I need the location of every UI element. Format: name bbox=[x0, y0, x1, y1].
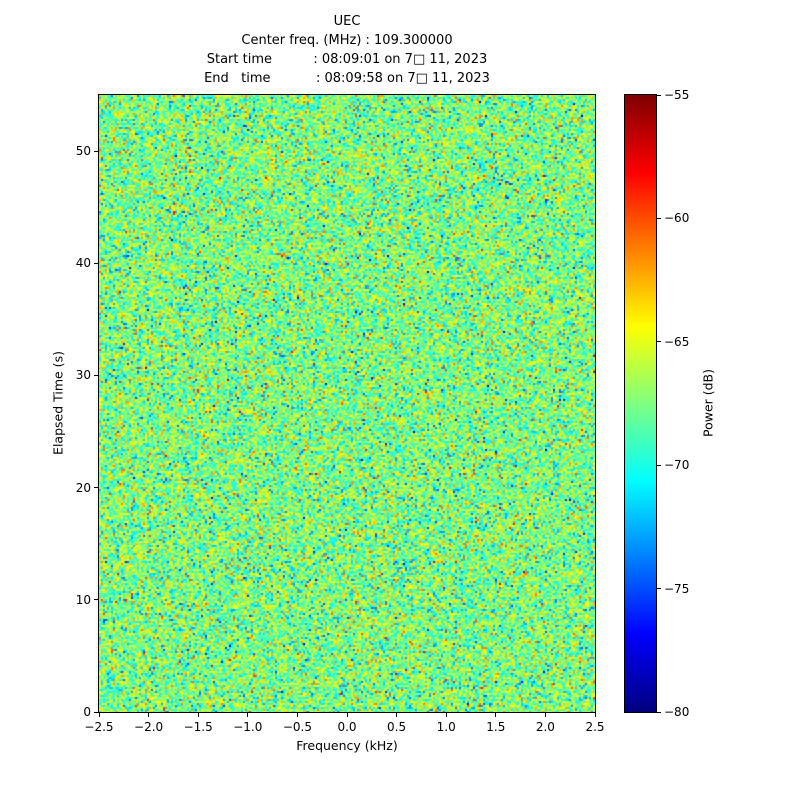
x-tick-mark bbox=[247, 713, 249, 717]
x-tick-mark bbox=[445, 713, 447, 717]
colorbar-canvas bbox=[625, 95, 656, 712]
colorbar-tick-mark bbox=[657, 341, 661, 343]
colorbar-tick-mark bbox=[657, 217, 661, 219]
colorbar-tick-mark bbox=[657, 94, 661, 96]
x-tick-label: 1.5 bbox=[486, 720, 506, 734]
y-tick-label: 10 bbox=[75, 592, 91, 607]
y-tick-label: 30 bbox=[75, 368, 91, 383]
x-tick-label: −2.0 bbox=[134, 720, 164, 734]
colorbar-tick-label: −55 bbox=[664, 88, 690, 102]
y-tick-mark bbox=[94, 487, 98, 489]
x-axis-label: Frequency (kHz) bbox=[296, 738, 398, 753]
header-line: End time : 08:09:58 on 7□ 11, 2023 bbox=[204, 71, 490, 86]
x-tick-mark bbox=[495, 713, 497, 717]
y-tick-mark bbox=[94, 599, 98, 601]
y-tick-label: 0 bbox=[83, 705, 91, 719]
x-tick-label: −0.5 bbox=[282, 720, 312, 734]
colorbar-tick-label: −80 bbox=[664, 705, 690, 719]
x-tick-label: 0.5 bbox=[387, 720, 407, 734]
chart-subtitle-block: Center freq. (MHz) : 109.300000 Start tim… bbox=[99, 31, 595, 88]
x-tick-label: 0.0 bbox=[337, 720, 357, 734]
chart-header: UEC Center freq. (MHz) : 109.300000 Start… bbox=[99, 12, 595, 88]
y-tick-label: 40 bbox=[75, 256, 91, 271]
y-tick-label: 50 bbox=[75, 144, 91, 159]
x-tick-label: 2.5 bbox=[585, 720, 605, 734]
colorbar-tick-mark bbox=[657, 588, 661, 590]
colorbar-tick-label: −60 bbox=[664, 211, 690, 226]
x-tick-mark bbox=[346, 713, 348, 717]
colorbar-tick-label: −75 bbox=[664, 581, 690, 596]
x-tick-label: 2.0 bbox=[535, 720, 555, 734]
x-tick-mark bbox=[396, 713, 398, 717]
y-tick-mark bbox=[94, 262, 98, 264]
colorbar-frame bbox=[624, 94, 657, 713]
x-tick-mark bbox=[197, 713, 199, 717]
colorbar-tick-mark bbox=[657, 711, 661, 713]
x-tick-mark bbox=[148, 713, 150, 717]
x-tick-mark bbox=[544, 713, 546, 717]
y-tick-mark bbox=[94, 150, 98, 152]
y-tick-mark bbox=[94, 374, 98, 376]
header-line: Center freq. (MHz) : 109.300000 bbox=[241, 33, 453, 48]
x-tick-mark bbox=[594, 713, 596, 717]
colorbar-label: Power (dB) bbox=[700, 368, 716, 438]
plot-frame bbox=[98, 94, 596, 713]
x-tick-label: −1.0 bbox=[233, 720, 263, 734]
y-axis-label: Elapsed Time (s) bbox=[50, 351, 66, 455]
colorbar-tick-label: −65 bbox=[664, 334, 690, 349]
colorbar-tick-label: −70 bbox=[664, 458, 690, 473]
x-tick-mark bbox=[98, 713, 100, 717]
x-tick-label: −1.5 bbox=[183, 720, 213, 734]
spectrogram-canvas bbox=[99, 95, 595, 712]
y-tick-label: 20 bbox=[75, 480, 91, 495]
y-tick-mark bbox=[94, 711, 98, 713]
x-tick-mark bbox=[296, 713, 298, 717]
x-tick-label: 1.0 bbox=[436, 720, 456, 734]
chart-title: UEC bbox=[333, 14, 361, 29]
x-tick-label: −2.5 bbox=[84, 720, 114, 734]
header-line: Start time : 08:09:01 on 7□ 11, 2023 bbox=[206, 52, 488, 67]
colorbar-tick-mark bbox=[657, 464, 661, 466]
